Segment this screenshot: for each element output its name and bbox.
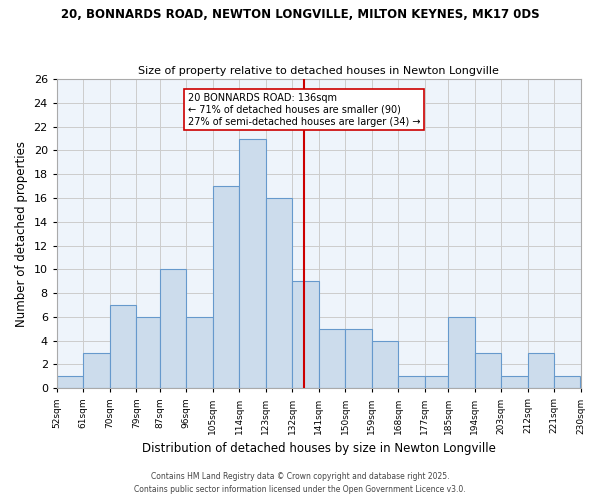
Bar — [57, 376, 83, 388]
Bar — [160, 270, 186, 388]
Bar — [475, 352, 501, 388]
Bar — [136, 317, 160, 388]
Bar — [266, 198, 292, 388]
Title: Size of property relative to detached houses in Newton Longville: Size of property relative to detached ho… — [138, 66, 499, 76]
Bar — [554, 376, 580, 388]
Bar — [213, 186, 239, 388]
Bar — [501, 376, 527, 388]
Bar — [448, 317, 475, 388]
Bar — [527, 352, 554, 388]
Bar — [239, 138, 266, 388]
Bar — [319, 329, 345, 388]
Text: Contains HM Land Registry data © Crown copyright and database right 2025.
Contai: Contains HM Land Registry data © Crown c… — [134, 472, 466, 494]
Bar — [186, 317, 213, 388]
Bar — [83, 352, 110, 388]
Bar — [398, 376, 425, 388]
Bar — [371, 340, 398, 388]
Bar — [425, 376, 448, 388]
X-axis label: Distribution of detached houses by size in Newton Longville: Distribution of detached houses by size … — [142, 442, 496, 455]
Text: 20, BONNARDS ROAD, NEWTON LONGVILLE, MILTON KEYNES, MK17 0DS: 20, BONNARDS ROAD, NEWTON LONGVILLE, MIL… — [61, 8, 539, 20]
Text: 20 BONNARDS ROAD: 136sqm
← 71% of detached houses are smaller (90)
27% of semi-d: 20 BONNARDS ROAD: 136sqm ← 71% of detach… — [188, 94, 420, 126]
Bar — [292, 281, 319, 388]
Y-axis label: Number of detached properties: Number of detached properties — [15, 140, 28, 326]
Bar — [110, 305, 136, 388]
Bar — [345, 329, 371, 388]
